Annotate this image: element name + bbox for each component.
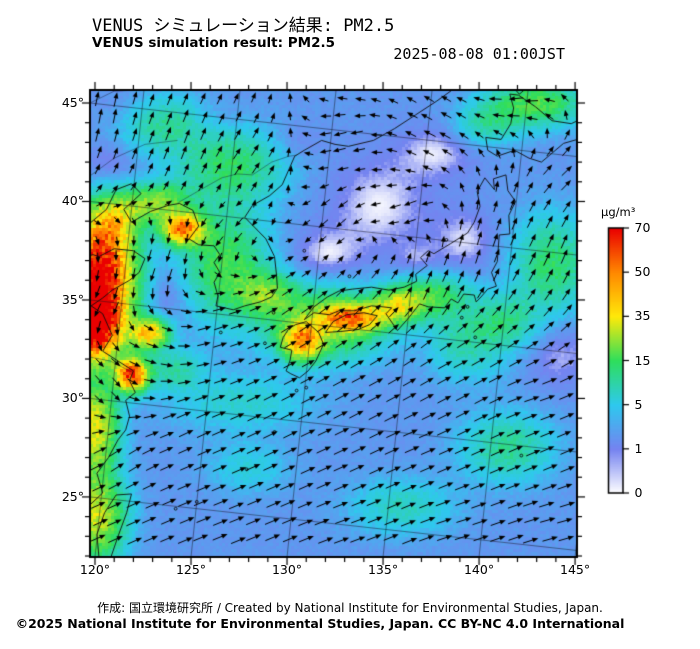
colorbar-tick-label: 35: [634, 308, 651, 324]
colorbar-tick-label: 15: [634, 352, 651, 368]
lon-tick-label: 125°: [175, 562, 207, 577]
lon-tick-label: 120°: [79, 562, 111, 577]
lat-tick-label: 30°: [61, 390, 84, 406]
lon-tick-label: 140°: [463, 562, 495, 577]
lat-tick-label: 40°: [61, 193, 84, 209]
lon-tick-label: 145°: [560, 562, 591, 577]
lat-tick-label: 25°: [61, 488, 84, 504]
lon-tick-label: 135°: [367, 562, 399, 577]
colorbar-tick-label: 5: [634, 396, 643, 412]
colorbar-tick-label: 70: [634, 220, 651, 235]
credit-line: 作成: 国立環境研究所 / Created by National Instit…: [97, 601, 603, 615]
lat-tick-label: 45°: [61, 94, 84, 110]
page-title-english: VENUS simulation result: PM2.5: [92, 35, 335, 51]
colorbar-tick-label: 1: [634, 440, 643, 456]
timestamp-label: 2025-08-08 01:00JST: [393, 45, 565, 63]
lon-tick-label: 130°: [271, 562, 303, 577]
colorbar-units-label: µg/m³: [601, 205, 636, 219]
lat-tick-label: 35°: [61, 291, 84, 307]
page-title-japanese: VENUS シミュレーション結果: PM2.5: [92, 16, 395, 36]
license-line: ©2025 National Institute for Environment…: [15, 616, 625, 631]
colorbar-tick-label: 0: [634, 485, 643, 500]
colorbar-tick-label: 50: [634, 264, 651, 280]
